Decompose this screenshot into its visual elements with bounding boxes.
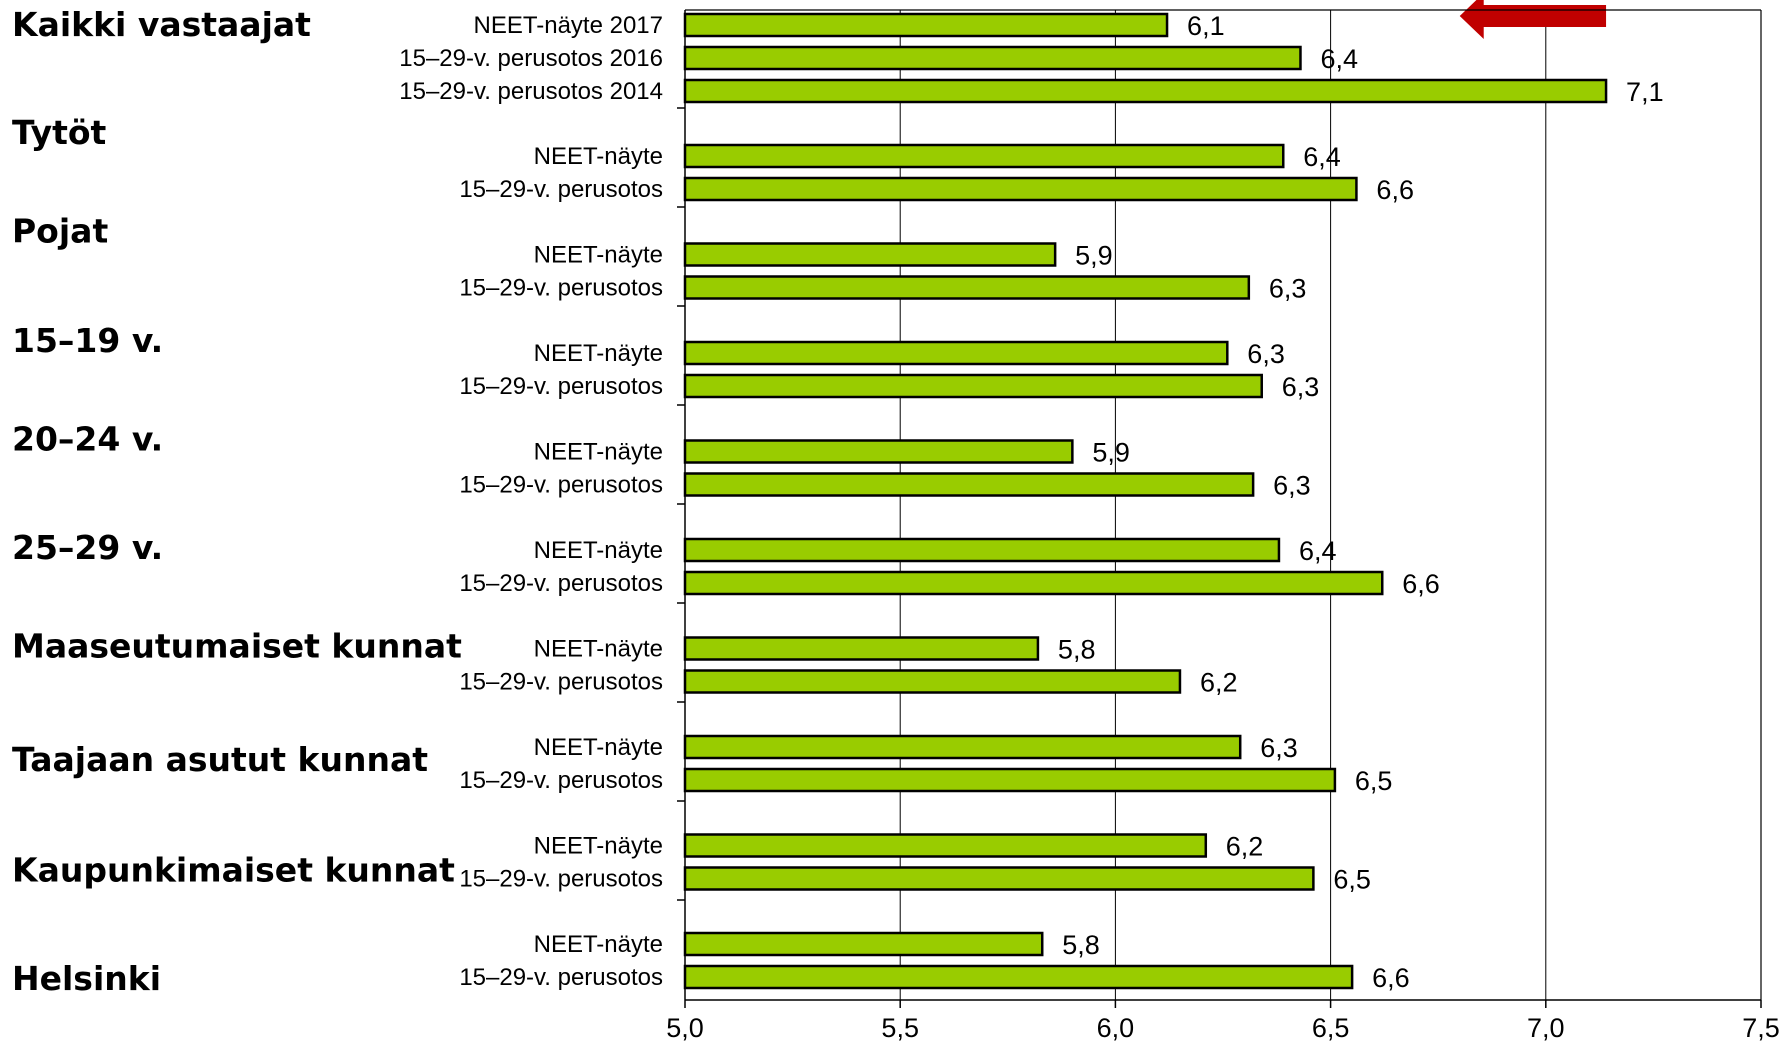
bar-category-label: NEET-näyte	[534, 340, 663, 367]
x-tick-label: 7,5	[1742, 1013, 1780, 1041]
bar-value-label: 6,3	[1247, 339, 1285, 369]
bar	[683, 78, 1608, 104]
bar-value-label: 6,6	[1372, 963, 1410, 993]
bar	[683, 931, 1044, 957]
bar	[683, 964, 1354, 990]
bar-category-label: 15–29-v. perusotos	[459, 275, 663, 302]
bar-value-label: 6,5	[1355, 766, 1393, 796]
group-label: Pojat	[12, 212, 108, 251]
bar-value-label: 6,3	[1282, 372, 1320, 402]
bar-category-label: 15–29-v. perusotos	[459, 570, 663, 597]
bar	[683, 767, 1337, 793]
annotation-arrow	[1459, 0, 1607, 39]
bar-category-label: NEET-näyte	[534, 636, 663, 663]
group-label: 20–24 v.	[12, 420, 163, 459]
bar-category-label: NEET-näyte	[534, 931, 663, 958]
bar-category-label: NEET-näyte	[534, 537, 663, 564]
bar-category-label: NEET-näyte	[534, 143, 663, 170]
bar-category-label: 15–29-v. perusotos	[459, 472, 663, 499]
x-tick-label: 6,5	[1312, 1013, 1350, 1041]
annotation-arrow-layer	[1459, 0, 1607, 39]
bar-value-label: 6,1	[1187, 11, 1225, 41]
labels: 5,0 5,5 6,0 6,5 7,0 7,5 NEET-näyte 2017 6,1 15–2…	[12, 5, 1780, 1041]
bar-value-label: 6,3	[1260, 733, 1298, 763]
bar	[683, 833, 1208, 858]
bar-value-label: 6,3	[1269, 274, 1307, 304]
bar-category-label: NEET-näyte	[534, 439, 663, 466]
bar-value-label: 6,4	[1320, 44, 1358, 74]
group-label: Helsinki	[12, 959, 161, 998]
bar	[683, 12, 1169, 38]
group-label: 15–19 v.	[12, 321, 163, 360]
bar-value-label: 5,9	[1092, 438, 1130, 468]
bar	[683, 340, 1229, 366]
bar-value-label: 5,8	[1058, 635, 1096, 665]
bar	[683, 570, 1384, 596]
bar-value-label: 6,4	[1299, 536, 1337, 566]
bar-category-label: NEET-näyte	[534, 833, 663, 860]
bar	[683, 45, 1302, 71]
group-label: Tytöt	[12, 113, 107, 152]
bar	[683, 472, 1255, 497]
x-tick-label: 5,0	[666, 1013, 704, 1041]
bar-value-label: 6,3	[1273, 471, 1311, 501]
group-label: Maaseutumaiset kunnat	[12, 627, 462, 666]
bar-category-label: 15–29-v. perusotos	[459, 669, 663, 696]
bar-value-label: 7,1	[1626, 77, 1664, 107]
bar	[683, 373, 1263, 399]
group-label: Kaikki vastaajat	[12, 5, 311, 44]
bar-category-label: NEET-näyte 2017	[474, 12, 663, 39]
bar-value-label: 6,6	[1402, 569, 1440, 599]
bar	[683, 866, 1315, 891]
bar-category-label: 15–29-v. perusotos	[459, 767, 663, 794]
axes	[677, 9, 1762, 1008]
bar-category-label: 15–29-v. perusotos	[459, 866, 663, 893]
bar	[683, 176, 1358, 202]
bars	[683, 12, 1608, 990]
bar	[683, 537, 1281, 563]
bar-value-label: 6,2	[1226, 832, 1264, 862]
bar-value-label: 5,9	[1075, 241, 1113, 271]
bar-category-label: NEET-näyte	[534, 242, 663, 269]
bar-category-label: 15–29-v. perusotos 2016	[399, 45, 663, 72]
bar-value-label: 5,8	[1062, 930, 1100, 960]
bar-value-label: 6,4	[1303, 142, 1341, 172]
bar	[683, 439, 1074, 464]
bar	[683, 734, 1242, 760]
x-tick-label: 5,5	[881, 1013, 919, 1041]
bar-category-label: 15–29-v. perusotos	[459, 964, 663, 991]
bar-category-label: 15–29-v. perusotos	[459, 176, 663, 203]
bar	[683, 275, 1251, 300]
group-label: Taajaan asutut kunnat	[12, 740, 428, 779]
bar	[683, 143, 1285, 169]
bar-category-label: 15–29-v. perusotos 2014	[399, 78, 663, 105]
bar-value-label: 6,5	[1333, 865, 1371, 895]
group-label: Kaupunkimaiset kunnat	[12, 851, 455, 890]
bar-category-label: 15–29-v. perusotos	[459, 373, 663, 400]
bar	[683, 242, 1057, 267]
bar-value-label: 6,2	[1200, 668, 1238, 698]
group-label: 25–29 v.	[12, 528, 163, 567]
bar-category-label: NEET-näyte	[534, 734, 663, 761]
bar	[683, 636, 1040, 661]
bar	[683, 669, 1182, 694]
bar-value-label: 6,6	[1376, 175, 1414, 205]
x-tick-label: 6,0	[1097, 1013, 1135, 1041]
x-tick-label: 7,0	[1527, 1013, 1565, 1041]
